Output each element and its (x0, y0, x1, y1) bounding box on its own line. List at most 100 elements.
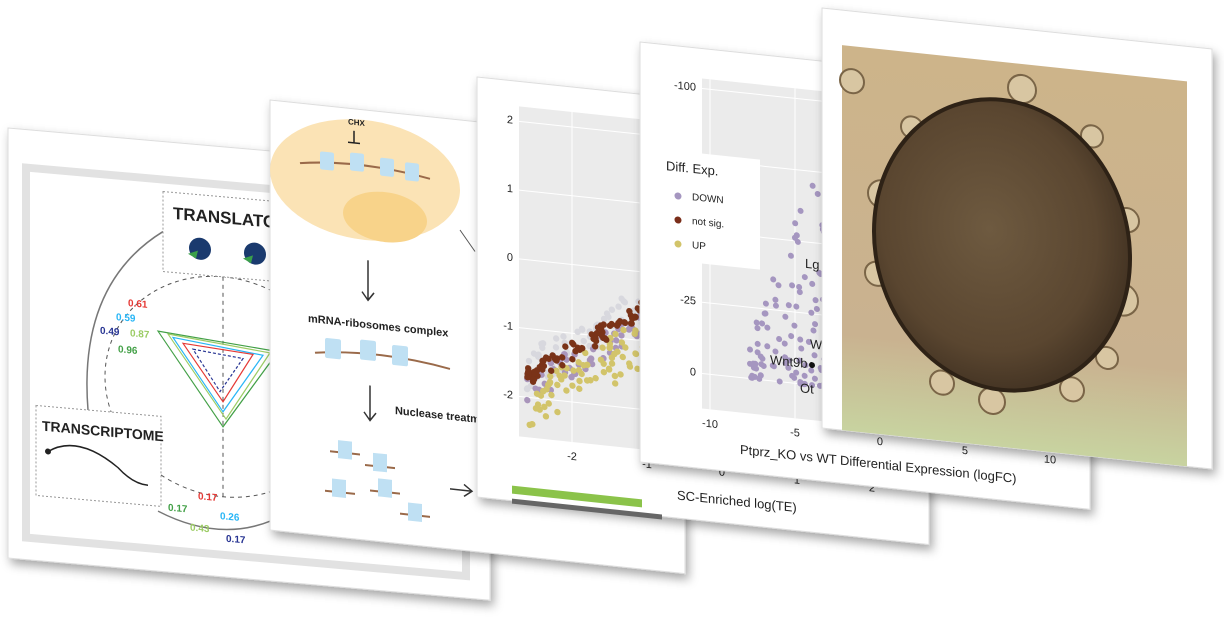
scatter-point (539, 340, 547, 347)
scatter-point (750, 360, 757, 367)
scatter-point (626, 308, 633, 315)
scatter-point (782, 354, 789, 361)
scatter-point (775, 282, 782, 289)
x-tick-label: -1 (642, 458, 652, 471)
scatter-point (772, 348, 779, 355)
scatter-point (816, 269, 823, 276)
scatter-point (753, 319, 760, 326)
scatter-point (575, 359, 582, 366)
scatter-point (541, 403, 548, 411)
x-tick-label: -5 (790, 427, 800, 440)
drug-label: CHX (348, 117, 366, 128)
slide-5 (821, 7, 1213, 470)
scatter-point (628, 315, 636, 322)
scatter-point (764, 324, 771, 331)
scatter-point (525, 357, 533, 365)
scatter-point (570, 367, 577, 374)
scatter-point (611, 372, 619, 380)
scatter-point (584, 361, 591, 369)
fragments (325, 440, 430, 522)
y-tick-label: -25 (680, 294, 696, 308)
scatter-point (591, 343, 599, 350)
scatter-point (524, 396, 531, 404)
scatter-point (590, 335, 597, 343)
scatter-point (634, 305, 642, 312)
scatter-point (553, 356, 560, 364)
scatter-point (524, 374, 531, 381)
legend (660, 149, 760, 270)
scatter-point (554, 381, 561, 389)
scatter-point (546, 379, 553, 387)
translatome-box (162, 191, 299, 284)
scatter-point (797, 336, 804, 343)
scatter-point (569, 339, 576, 347)
scatter-point (808, 367, 815, 374)
highlight-point (809, 362, 815, 369)
value-label: 0.17 (226, 534, 246, 547)
scatter-point (547, 367, 555, 374)
scatter-point (793, 369, 800, 376)
scatter-point (535, 351, 542, 358)
scatter-point (600, 315, 608, 323)
scatter-point (559, 362, 566, 369)
value-label: 0.96 (118, 344, 138, 357)
scatter-point (789, 282, 796, 289)
scatter-point (615, 303, 622, 310)
scatter-point (605, 365, 613, 373)
leaf-icon (188, 250, 253, 264)
scatter-point (770, 276, 777, 283)
scatter-point (611, 380, 619, 387)
value-label: 0.49 (100, 326, 120, 339)
scatter-point (788, 333, 795, 340)
scatter-point (794, 238, 801, 245)
y-tick-label: 0 (690, 366, 696, 379)
ribosomes (320, 151, 419, 182)
scatter-point (562, 343, 569, 350)
scatter-point (579, 326, 586, 333)
scatter-point (574, 344, 582, 351)
track (512, 485, 642, 508)
y-tick-label: -2 (503, 389, 513, 402)
radar (156, 330, 280, 428)
scatter-point (539, 366, 546, 373)
arrow (361, 260, 375, 302)
legend-label: DOWN (692, 192, 724, 206)
value-label: 0.87 (130, 328, 150, 341)
scatter-point (526, 421, 533, 429)
scatter-point (809, 382, 816, 389)
scatter-point (753, 365, 760, 372)
scatter-point (759, 320, 766, 327)
scatter-point (553, 367, 560, 375)
scatter-point (626, 363, 634, 370)
scatter-point (545, 400, 552, 407)
scatter-point (619, 353, 626, 361)
scatter-point (810, 327, 817, 334)
scatter-point (552, 335, 560, 342)
y-tick-label: 1 (507, 183, 513, 196)
y-tick-label: 2 (507, 114, 513, 127)
scatter-point (631, 330, 638, 337)
inhibit-bar (348, 130, 360, 145)
scatter-point (600, 368, 608, 376)
gene-label: Ot (800, 380, 814, 396)
scatter-point (620, 326, 627, 334)
scatter-point (781, 340, 788, 347)
scatter-point (576, 377, 583, 385)
scatter-point (559, 354, 566, 361)
scatter-point (547, 373, 554, 380)
scatter-point (764, 343, 771, 350)
scatter-point (600, 360, 607, 367)
scatter-point (772, 302, 779, 309)
scatter-point (552, 344, 560, 351)
scatter-point (801, 380, 808, 387)
scatter-point (608, 320, 616, 328)
scatter-point (617, 371, 624, 378)
scatter-point (785, 302, 792, 309)
scatter-point (608, 306, 616, 313)
x-tick-label: 1 (794, 474, 800, 487)
scatter-point (812, 321, 819, 328)
x-tick-label: 10 (1044, 453, 1056, 466)
arrow (450, 483, 474, 498)
